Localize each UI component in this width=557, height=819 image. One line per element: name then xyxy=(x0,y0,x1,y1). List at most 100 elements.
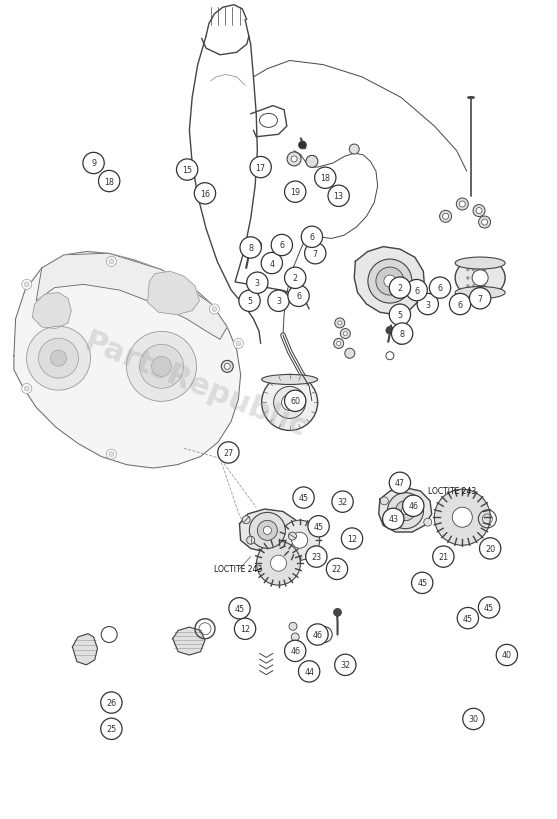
Text: 22: 22 xyxy=(332,565,342,573)
Circle shape xyxy=(384,276,396,287)
Circle shape xyxy=(477,269,481,272)
Circle shape xyxy=(483,269,486,272)
Circle shape xyxy=(466,269,470,272)
Circle shape xyxy=(412,572,433,594)
Polygon shape xyxy=(32,293,71,329)
Circle shape xyxy=(101,718,122,740)
Circle shape xyxy=(271,555,286,572)
Circle shape xyxy=(376,268,404,296)
Circle shape xyxy=(477,285,481,288)
Circle shape xyxy=(109,260,114,265)
Circle shape xyxy=(101,692,122,713)
Circle shape xyxy=(177,160,198,181)
Circle shape xyxy=(417,294,438,315)
Text: 46: 46 xyxy=(408,502,418,510)
Text: 43: 43 xyxy=(388,515,398,523)
Text: 44: 44 xyxy=(304,667,314,676)
Ellipse shape xyxy=(250,242,257,249)
Circle shape xyxy=(341,528,363,550)
Circle shape xyxy=(315,168,336,189)
Text: 6: 6 xyxy=(414,287,419,295)
Circle shape xyxy=(473,206,485,217)
Circle shape xyxy=(305,243,326,265)
Text: 3: 3 xyxy=(426,301,430,309)
Circle shape xyxy=(22,384,32,394)
Circle shape xyxy=(335,654,356,676)
Text: 45: 45 xyxy=(417,579,427,587)
Circle shape xyxy=(285,391,306,412)
Text: 18: 18 xyxy=(320,174,330,183)
Circle shape xyxy=(477,260,481,264)
Circle shape xyxy=(250,157,271,179)
Circle shape xyxy=(218,442,239,464)
Text: 60: 60 xyxy=(290,397,300,405)
Ellipse shape xyxy=(262,375,317,385)
Circle shape xyxy=(306,156,318,168)
Circle shape xyxy=(99,171,120,192)
Circle shape xyxy=(336,342,341,346)
Text: LOCTITE 243: LOCTITE 243 xyxy=(214,565,263,573)
Circle shape xyxy=(456,199,468,210)
Text: 6: 6 xyxy=(310,233,314,242)
Text: 9: 9 xyxy=(91,160,96,168)
Text: 20: 20 xyxy=(485,545,495,553)
Circle shape xyxy=(429,278,451,299)
Circle shape xyxy=(483,277,486,280)
Circle shape xyxy=(402,507,409,515)
Circle shape xyxy=(389,305,411,326)
Circle shape xyxy=(483,260,486,264)
Text: 45: 45 xyxy=(314,523,324,531)
Circle shape xyxy=(472,293,475,296)
Circle shape xyxy=(482,219,487,226)
Text: 17: 17 xyxy=(256,164,266,172)
Circle shape xyxy=(443,214,448,220)
Text: 46: 46 xyxy=(312,631,323,639)
Circle shape xyxy=(326,559,348,580)
Circle shape xyxy=(466,293,470,296)
Circle shape xyxy=(406,280,427,301)
Polygon shape xyxy=(379,488,432,532)
Circle shape xyxy=(234,618,256,640)
Circle shape xyxy=(449,294,471,315)
Text: 5: 5 xyxy=(247,297,252,305)
Text: 26: 26 xyxy=(106,699,116,707)
Text: 3: 3 xyxy=(276,297,281,305)
Circle shape xyxy=(301,227,323,248)
Circle shape xyxy=(496,645,517,666)
Ellipse shape xyxy=(246,240,261,251)
Circle shape xyxy=(239,291,260,312)
Text: 16: 16 xyxy=(200,190,210,198)
Circle shape xyxy=(209,305,219,314)
Circle shape xyxy=(383,509,404,530)
Text: 46: 46 xyxy=(290,647,300,655)
Text: 45: 45 xyxy=(484,604,494,612)
Circle shape xyxy=(477,277,481,280)
Text: 3: 3 xyxy=(255,279,260,287)
Circle shape xyxy=(308,516,329,537)
Circle shape xyxy=(38,339,79,378)
Polygon shape xyxy=(354,247,424,315)
Circle shape xyxy=(386,327,394,335)
Text: 21: 21 xyxy=(438,553,448,561)
Text: 15: 15 xyxy=(182,166,192,174)
Circle shape xyxy=(291,633,299,641)
Text: 19: 19 xyxy=(290,188,300,197)
Circle shape xyxy=(106,450,116,459)
Circle shape xyxy=(472,260,475,264)
Circle shape xyxy=(271,235,292,256)
Circle shape xyxy=(457,608,478,629)
Polygon shape xyxy=(240,509,300,553)
Text: 45: 45 xyxy=(463,614,473,622)
Circle shape xyxy=(424,518,432,527)
Circle shape xyxy=(288,286,309,307)
Circle shape xyxy=(478,217,491,229)
Circle shape xyxy=(349,145,359,155)
Circle shape xyxy=(439,211,452,223)
Text: LOCTITE 243: LOCTITE 243 xyxy=(428,487,476,495)
Text: 6: 6 xyxy=(438,284,442,292)
Circle shape xyxy=(263,527,271,535)
Circle shape xyxy=(395,501,416,521)
Text: PartsRepublic: PartsRepublic xyxy=(79,327,311,443)
Circle shape xyxy=(433,546,454,568)
Text: 40: 40 xyxy=(502,651,512,659)
